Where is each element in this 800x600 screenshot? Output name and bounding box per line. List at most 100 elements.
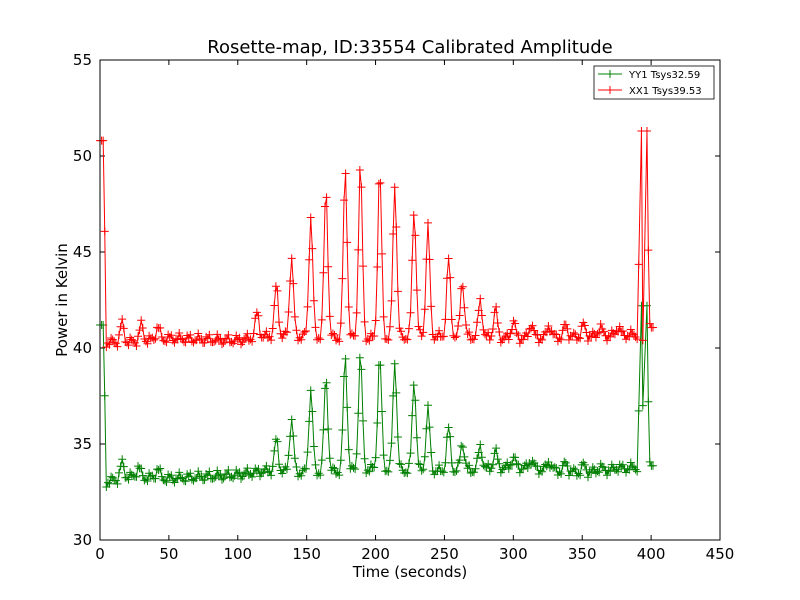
data-point-marker — [557, 335, 566, 344]
data-point-marker — [362, 337, 371, 346]
data-point-marker — [552, 330, 561, 339]
data-point-marker — [457, 441, 466, 450]
data-point-marker — [151, 334, 160, 343]
data-point-marker — [197, 472, 206, 481]
data-point-marker — [132, 342, 141, 351]
data-point-marker — [458, 443, 467, 452]
data-point-marker — [384, 335, 393, 344]
data-point-marker — [404, 459, 413, 468]
data-point-marker — [219, 474, 228, 483]
data-point-marker — [500, 334, 509, 343]
data-point-marker — [213, 330, 222, 339]
data-point-marker — [618, 326, 627, 335]
x-tick-label: 100 — [223, 545, 252, 563]
data-point-marker — [338, 274, 347, 283]
data-point-marker — [446, 432, 455, 441]
data-point-marker — [603, 471, 612, 480]
data-point-marker — [119, 462, 128, 471]
data-point-marker — [254, 311, 263, 320]
data-point-marker — [301, 326, 310, 335]
data-point-marker — [488, 460, 497, 469]
data-point-marker — [382, 335, 391, 344]
data-point-marker — [102, 483, 111, 492]
data-point-marker — [306, 386, 315, 395]
data-point-marker — [360, 454, 369, 463]
data-point-marker — [303, 448, 312, 457]
data-point-marker — [100, 391, 109, 400]
data-point-marker — [267, 471, 276, 480]
data-point-marker — [504, 335, 513, 344]
data-point-marker — [355, 353, 364, 362]
data-point-marker — [395, 459, 404, 468]
data-point-marker — [412, 286, 421, 295]
data-point-marker — [476, 294, 485, 303]
data-point-marker — [390, 183, 399, 192]
data-point-marker — [278, 334, 287, 343]
data-point-marker — [460, 452, 469, 461]
data-point-marker — [335, 471, 344, 480]
data-point-marker — [401, 335, 410, 344]
data-point-marker — [606, 332, 615, 341]
data-point-marker — [435, 326, 444, 335]
data-point-marker — [465, 328, 474, 337]
y-tick-label: 30 — [73, 531, 92, 549]
data-point-marker — [124, 475, 133, 484]
data-point-marker — [370, 463, 379, 472]
data-point-marker — [252, 308, 261, 317]
x-tick-label: 0 — [95, 545, 105, 563]
data-point-marker — [381, 467, 390, 476]
data-point-marker — [316, 471, 325, 480]
data-point-marker — [224, 330, 233, 339]
data-point-marker — [113, 479, 122, 488]
data-point-marker — [365, 467, 374, 476]
data-point-marker — [420, 305, 429, 314]
data-point-marker — [423, 218, 432, 227]
series-layer — [96, 127, 657, 492]
data-point-marker — [536, 334, 545, 343]
legend: YY1 Tsys32.59 XX1 Tsys39.53 — [593, 65, 715, 100]
data-point-marker — [408, 256, 417, 265]
data-point-marker — [111, 476, 120, 485]
data-point-marker — [300, 328, 309, 337]
data-point-marker — [384, 467, 393, 476]
data-point-marker — [205, 467, 214, 476]
data-point-marker — [438, 467, 447, 476]
data-point-marker — [352, 308, 361, 317]
data-point-marker — [490, 449, 499, 458]
data-point-marker — [563, 324, 572, 333]
data-point-marker — [347, 461, 356, 470]
data-point-marker — [490, 308, 499, 317]
data-point-marker — [555, 467, 564, 476]
data-point-marker — [330, 464, 339, 473]
data-point-marker — [446, 273, 455, 282]
data-point-marker — [493, 319, 502, 328]
data-point-marker — [354, 245, 363, 254]
data-point-marker — [492, 444, 501, 453]
data-point-marker — [378, 249, 387, 258]
data-point-marker — [127, 335, 136, 344]
data-point-marker — [287, 254, 296, 263]
data-point-marker — [230, 337, 239, 346]
data-point-marker — [249, 329, 258, 338]
data-point-marker — [469, 468, 478, 477]
data-point-marker — [493, 455, 502, 464]
data-point-marker — [466, 468, 475, 477]
data-point-marker — [273, 286, 282, 295]
data-point-marker — [439, 468, 448, 477]
data-point-marker — [115, 330, 124, 339]
data-point-marker — [515, 339, 524, 348]
x-tick-label: 300 — [499, 545, 528, 563]
data-point-marker — [473, 454, 482, 463]
data-point-marker — [417, 466, 426, 475]
data-point-marker — [340, 196, 349, 205]
data-point-marker — [503, 329, 512, 338]
data-point-marker — [555, 334, 564, 343]
data-point-marker — [495, 459, 504, 468]
data-point-marker — [571, 330, 580, 339]
data-point-marker — [124, 341, 133, 350]
data-point-marker — [365, 336, 374, 345]
data-point-marker — [262, 327, 271, 336]
data-point-marker — [530, 326, 539, 335]
data-point-marker — [99, 136, 108, 145]
data-point-marker — [471, 464, 480, 473]
